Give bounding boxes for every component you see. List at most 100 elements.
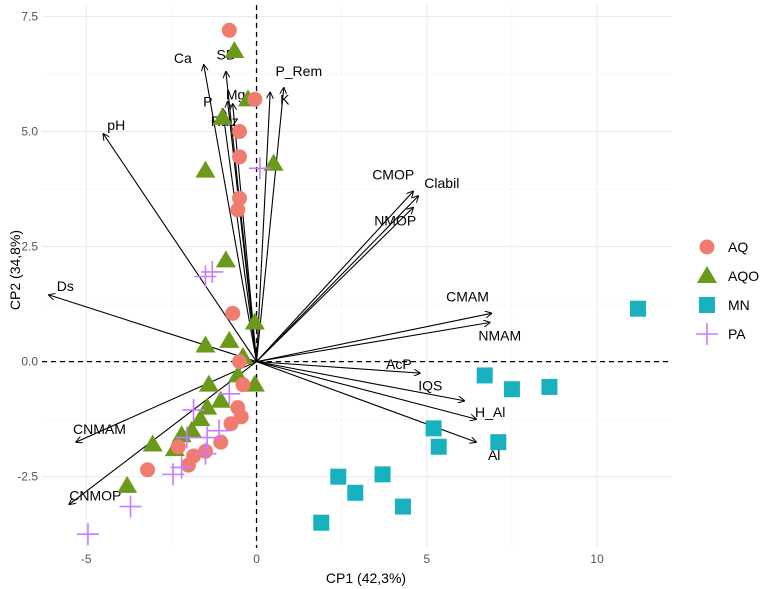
data-point-pa <box>162 463 185 486</box>
data-point-pa <box>196 426 219 449</box>
data-point-mn <box>503 381 520 398</box>
data-point-mn <box>347 484 364 501</box>
data-point-mn <box>541 378 558 395</box>
y-tick-label: 5.0 <box>21 125 38 139</box>
x-axis-title: CP1 (42,3%) <box>326 570 406 586</box>
loading-arrow <box>103 134 257 362</box>
loading-arrow <box>255 88 284 362</box>
loading-arrow <box>256 196 419 363</box>
data-point-pa <box>218 382 241 405</box>
data-point-aq <box>235 377 251 393</box>
loading-arrow <box>255 92 271 362</box>
data-point-aqo <box>198 374 219 392</box>
x-tick-label: -5 <box>81 552 92 566</box>
data-point-aqo <box>195 160 216 178</box>
loading-arrow <box>256 313 492 363</box>
data-point-aq <box>230 202 246 218</box>
data-point-mn <box>374 466 391 483</box>
data-point-aq <box>213 434 229 450</box>
data-point-mn <box>430 438 447 455</box>
loading-label: Al <box>488 447 500 463</box>
legend-key-aqo <box>697 266 717 283</box>
data-point-pa <box>76 523 99 546</box>
loading-label: H_Al <box>475 404 505 420</box>
loading-arrow <box>256 191 414 363</box>
data-point-aqo <box>263 153 284 171</box>
data-point-aqo <box>219 330 240 348</box>
legend: AQ AQO MN PA <box>696 239 759 345</box>
data-point-aqo <box>142 434 163 452</box>
y-axis-title: CP2 (34,8%) <box>7 230 23 310</box>
data-point-aqo <box>117 475 138 493</box>
loading-arrow <box>256 361 477 420</box>
loading-label: Ca <box>174 50 192 66</box>
legend-key-mn <box>699 297 715 313</box>
x-tick-label: 0 <box>253 552 260 566</box>
data-point-pa <box>208 419 231 442</box>
data-point-pa <box>194 265 217 288</box>
data-point-aqo <box>224 41 245 59</box>
loading-label: Mg <box>226 87 245 103</box>
loading-arrow <box>76 361 257 443</box>
y-tick-label: -2.5 <box>17 470 38 484</box>
loading-label: P_Rem <box>275 63 322 79</box>
data-point-aqo <box>210 390 231 408</box>
score-points <box>76 22 646 546</box>
loading-vectors: SBCaMgP_RemKPRaizpHCMOPClabilNMOPDsCMAMN… <box>49 47 521 505</box>
data-point-aq <box>221 22 237 38</box>
data-point-aqo <box>190 409 211 427</box>
data-point-mn <box>394 498 411 515</box>
data-point-aq <box>170 439 186 455</box>
data-point-aq <box>232 124 248 140</box>
data-point-pa <box>182 398 205 421</box>
data-point-aqo <box>195 335 216 353</box>
loading-label: K <box>280 91 290 107</box>
y-tick-label: 7.5 <box>21 10 38 24</box>
loading-arrow <box>49 295 257 363</box>
loading-label: IQS <box>418 378 442 394</box>
loading-label: CNMOP <box>69 487 121 503</box>
data-point-pa <box>175 426 198 449</box>
loading-arrow <box>256 207 414 363</box>
data-point-pa <box>248 157 271 180</box>
data-point-aqo <box>215 250 236 268</box>
loading-label: P <box>203 94 212 110</box>
axes: CP1 (42,3%) CP2 (34,8%) -5 0 5 10 -2.5 0.0 2.5… <box>7 10 604 586</box>
loading-arrow <box>69 361 257 505</box>
data-point-pa <box>194 442 217 465</box>
legend-label: AQ <box>728 239 748 255</box>
loading-label: Ds <box>57 278 74 294</box>
data-point-aq <box>232 354 248 370</box>
x-tick-label: 10 <box>590 552 604 566</box>
data-point-aq <box>247 91 263 107</box>
data-point-mn <box>476 367 493 384</box>
data-point-mn <box>629 300 646 317</box>
data-point-aq <box>225 305 241 321</box>
legend-key-aq <box>699 239 715 255</box>
data-point-aqo <box>244 312 265 330</box>
data-point-mn <box>490 434 507 451</box>
loading-label: NMAM <box>478 328 521 344</box>
legend-label: AQO <box>728 268 759 284</box>
legend-label: MN <box>728 297 750 313</box>
data-point-mn <box>330 468 347 485</box>
loading-label: NMOP <box>374 212 416 228</box>
loading-arrow <box>256 361 420 374</box>
loading-label: CMAM <box>446 288 489 304</box>
data-point-aqo <box>212 107 233 125</box>
loading-arrow <box>256 323 490 363</box>
x-tick-label: 5 <box>423 552 430 566</box>
legend-key-pa <box>696 323 718 345</box>
data-point-aq <box>232 149 248 165</box>
data-point-aq <box>223 416 239 432</box>
data-point-mn <box>425 420 442 437</box>
loading-label: CNMAM <box>73 421 126 437</box>
data-point-aq <box>232 190 248 206</box>
data-point-mn <box>313 514 330 531</box>
y-tick-label: 2.5 <box>21 240 38 254</box>
y-tick-label: 0.0 <box>21 355 38 369</box>
data-point-aq <box>140 462 156 478</box>
data-point-aq <box>180 457 196 473</box>
loading-label: CMOP <box>372 166 414 182</box>
